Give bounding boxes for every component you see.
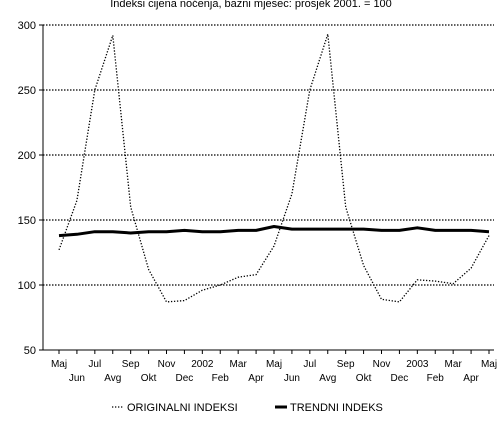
x-tick-label: Dec xyxy=(391,373,409,384)
x-tick-label: 2002 xyxy=(191,359,214,370)
x-tick-label: 2003 xyxy=(406,359,429,370)
y-axis: 50 100 150 200 250 300 xyxy=(18,20,44,357)
x-tick-label: Jun xyxy=(284,373,300,384)
series-line-originalni-indeksi xyxy=(58,33,490,303)
x-tick-label: Maj xyxy=(266,359,282,370)
y-tick-label: 300 xyxy=(18,20,36,32)
x-tick-label: Sep xyxy=(337,359,355,370)
legend: ORIGINALNI INDEKSI TRENDNI INDEKS xyxy=(112,402,383,414)
x-tick-label: Avg xyxy=(104,373,121,384)
x-axis: MajJunJulAvgSepOktNovDec2002FebMarAprMaj… xyxy=(43,349,497,384)
x-tick-label: Apr xyxy=(248,373,264,384)
y-tick-label: 200 xyxy=(18,150,36,162)
y-tick-label: 150 xyxy=(18,215,36,227)
x-tick-label: Sep xyxy=(122,359,140,370)
x-tick-label: Feb xyxy=(212,373,230,384)
y-tick-label: 250 xyxy=(18,85,36,97)
x-tick-label: Jul xyxy=(303,359,316,370)
x-tick-label: Jun xyxy=(69,373,85,384)
x-tick-label: Apr xyxy=(463,373,479,384)
x-tick-label: Avg xyxy=(319,373,336,384)
legend-label: TRENDNI INDEKS xyxy=(290,402,383,414)
x-tick-label: Feb xyxy=(427,373,445,384)
series-lines xyxy=(58,33,490,303)
y-tick-label: 50 xyxy=(24,345,36,357)
series-line-trendni-indeks xyxy=(58,225,490,238)
x-tick-label: Nov xyxy=(373,359,391,370)
chart-header-text: Indeksi cijena noćenja, bazni mjesec: pr… xyxy=(110,0,392,10)
x-tick-label: Okt xyxy=(356,373,372,384)
y-tick-label: 100 xyxy=(18,280,36,292)
x-tick-label: Maj xyxy=(51,359,67,370)
legend-label: ORIGINALNI INDEKSI xyxy=(127,402,238,414)
x-tick-label: Mar xyxy=(445,359,463,370)
x-tick-label: Okt xyxy=(141,373,157,384)
grid-lines xyxy=(43,24,494,286)
x-tick-label: Mar xyxy=(230,359,248,370)
x-tick-label: Dec xyxy=(176,373,194,384)
x-tick-label: Jul xyxy=(88,359,101,370)
x-tick-label: Maj xyxy=(481,359,497,370)
x-tick-label: Nov xyxy=(158,359,176,370)
